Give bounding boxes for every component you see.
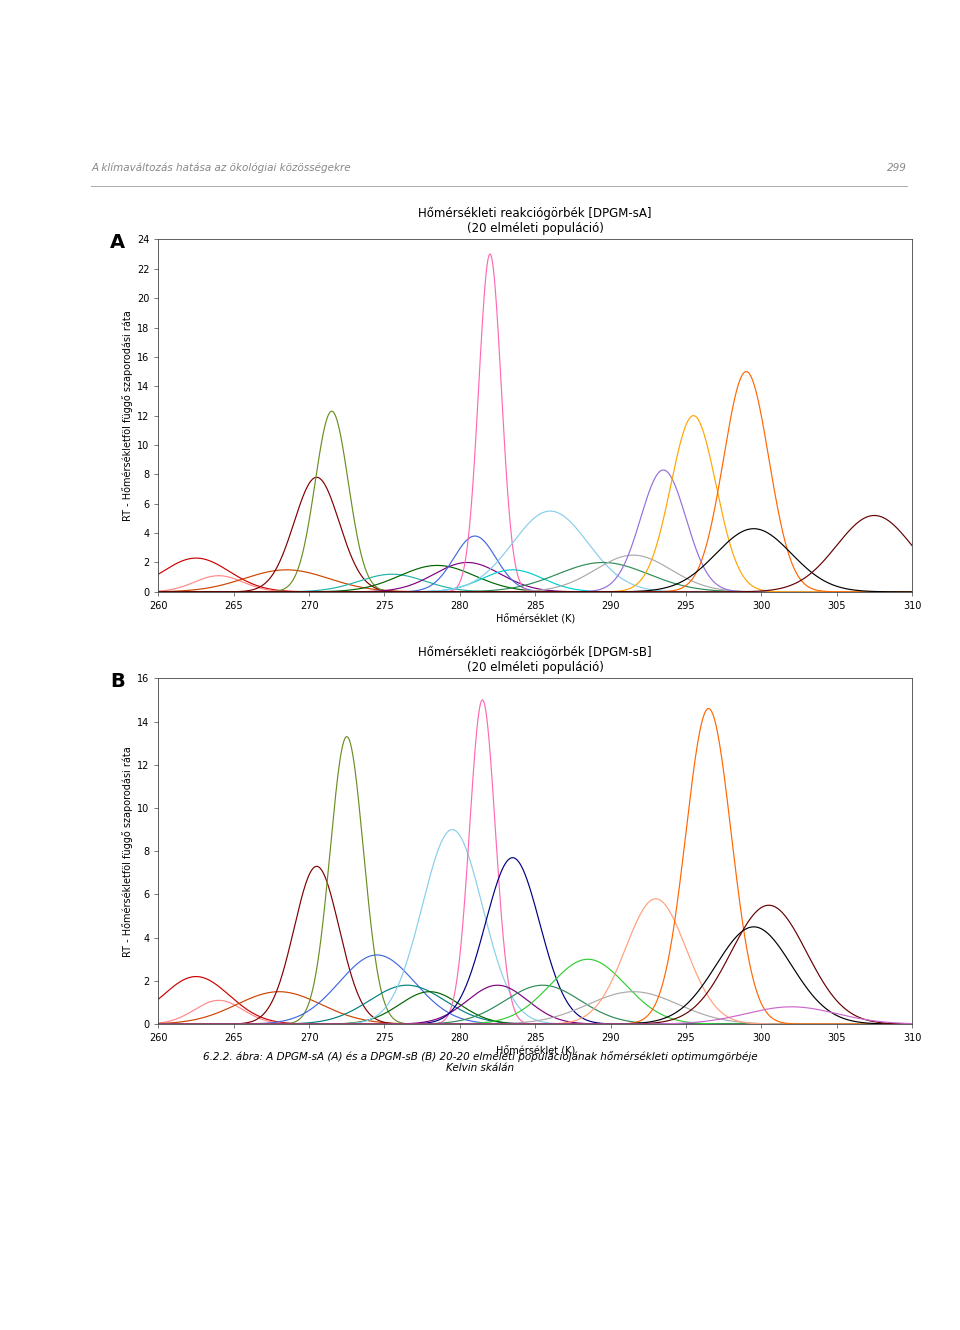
X-axis label: Hőmérséklet (K): Hőmérséklet (K) [495,1045,575,1056]
Text: 6.2.2. ábra: A DPGM-sA (A) és a DPGM-sB (B) 20-20 elméleti populációjának hőmérs: 6.2.2. ábra: A DPGM-sA (A) és a DPGM-sB … [203,1051,757,1073]
Title: Hőmérsékleti reakciógörbék [DPGM-sA]
(20 elméleti populáció): Hőmérsékleti reakciógörbék [DPGM-sA] (20… [419,207,652,235]
X-axis label: Hőmérséklet (K): Hőmérséklet (K) [495,613,575,624]
Text: A klímaváltozás hatása az ökológiai közösségekre: A klímaváltozás hatása az ökológiai közö… [91,162,350,173]
Text: B: B [110,672,125,690]
Y-axis label: RT - Hőmérsékletföl függő szaporodási ráta: RT - Hőmérsékletföl függő szaporodási rá… [122,310,132,521]
Text: A: A [110,233,126,251]
Title: Hőmérsékleti reakciógörbék [DPGM-sB]
(20 elméleti populáció): Hőmérsékleti reakciógörbék [DPGM-sB] (20… [419,646,652,674]
Text: 299: 299 [887,162,907,173]
Y-axis label: RT - Hőmérsékletföl függő szaporodási ráta: RT - Hőmérsékletföl függő szaporodási rá… [122,746,132,956]
